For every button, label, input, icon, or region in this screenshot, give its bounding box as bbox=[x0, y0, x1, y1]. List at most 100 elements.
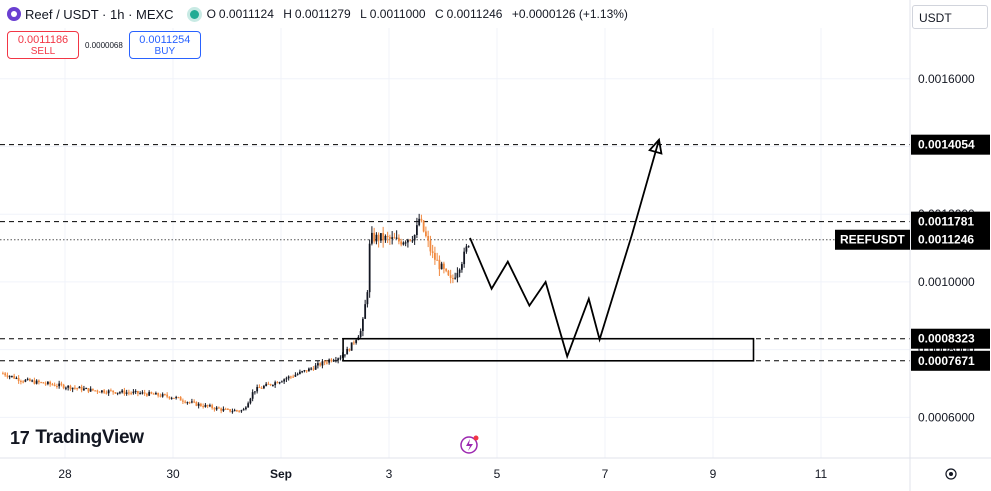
symbol-title[interactable]: Reef / USDT · 1h · MEXC bbox=[25, 6, 174, 22]
candle-body bbox=[94, 390, 97, 392]
candle-body bbox=[184, 401, 187, 403]
candle-body bbox=[89, 388, 92, 392]
candle-body bbox=[47, 381, 49, 384]
candle-body bbox=[344, 354, 346, 356]
candle-body bbox=[116, 392, 119, 394]
candle-body bbox=[404, 242, 407, 244]
candle-body bbox=[76, 387, 79, 389]
candle-body bbox=[195, 401, 198, 406]
candle-body bbox=[436, 259, 439, 261]
price-tag-label: 0.0011246 bbox=[918, 233, 974, 247]
candle-body bbox=[375, 234, 378, 242]
tradingview-logo[interactable]: 17 TradingView bbox=[10, 427, 144, 449]
candle-body bbox=[51, 384, 54, 386]
candle-body bbox=[98, 391, 101, 393]
candle-body bbox=[355, 340, 358, 343]
candle-body bbox=[125, 392, 128, 394]
projection-path[interactable] bbox=[469, 139, 660, 360]
candle-body bbox=[103, 390, 106, 393]
candle-body bbox=[359, 331, 362, 337]
time-axis[interactable]: 28 30 Sep 3 5 7 9 11 bbox=[58, 467, 827, 481]
candle-body bbox=[238, 410, 241, 412]
candle-body bbox=[348, 348, 351, 351]
candle-body bbox=[350, 342, 353, 351]
candle-body bbox=[299, 371, 301, 374]
high-value: 0.0011279 bbox=[294, 7, 351, 21]
candle-body bbox=[236, 410, 238, 412]
candle-body bbox=[4, 373, 7, 376]
buy-price: 0.0011254 bbox=[139, 34, 191, 46]
candle-body bbox=[224, 408, 227, 410]
candle-body bbox=[245, 407, 247, 410]
open-value: 0.0011124 bbox=[218, 7, 274, 21]
candle-body bbox=[213, 408, 216, 410]
candle-body bbox=[157, 393, 160, 396]
candle-body bbox=[447, 270, 450, 276]
candle-body bbox=[186, 402, 189, 404]
candle-body bbox=[301, 371, 304, 373]
lightning-icon[interactable] bbox=[460, 435, 479, 454]
candle-body bbox=[429, 240, 432, 252]
candle-body bbox=[148, 392, 151, 396]
candle-body bbox=[290, 376, 292, 378]
candle-body bbox=[461, 264, 463, 270]
candles bbox=[2, 213, 470, 414]
candle-body bbox=[6, 375, 9, 377]
price-tag-bg bbox=[911, 211, 990, 232]
candle-body bbox=[287, 376, 290, 379]
candle-body bbox=[391, 237, 394, 239]
candle-body bbox=[62, 384, 65, 389]
candle-body bbox=[368, 243, 371, 293]
demand-zone[interactable] bbox=[342, 337, 755, 362]
candle-body bbox=[197, 403, 200, 406]
x-tick-label: 30 bbox=[166, 467, 180, 481]
candle-body bbox=[353, 342, 355, 344]
candle-body bbox=[17, 377, 20, 381]
price-levels bbox=[0, 144, 910, 362]
candle-body bbox=[33, 380, 36, 384]
candle-body bbox=[26, 378, 29, 380]
candle-body bbox=[308, 368, 310, 372]
low-value: 0.0011000 bbox=[369, 7, 426, 21]
candle-body bbox=[411, 240, 414, 242]
candle-body bbox=[29, 378, 31, 382]
candle-body bbox=[310, 368, 313, 370]
candle-body bbox=[283, 379, 286, 382]
candle-body bbox=[170, 397, 173, 399]
candle-body bbox=[114, 392, 117, 394]
candle-body bbox=[49, 381, 52, 385]
candle-body bbox=[416, 225, 418, 235]
market-status-icon[interactable] bbox=[189, 9, 199, 19]
candle-body bbox=[458, 269, 461, 273]
candle-body bbox=[200, 403, 202, 407]
settings-icon[interactable] bbox=[945, 468, 957, 480]
x-tick-label: Sep bbox=[270, 467, 292, 481]
candle-body bbox=[240, 410, 243, 412]
candle-body bbox=[445, 268, 448, 271]
candle-body bbox=[242, 409, 245, 411]
change-value: +0.0000126 (+1.13%) bbox=[511, 7, 628, 21]
price-tag-label: 0.0007671 bbox=[918, 354, 975, 368]
candle-body bbox=[346, 348, 349, 355]
candle-body bbox=[400, 241, 403, 245]
candle-body bbox=[431, 251, 434, 253]
candle-body bbox=[188, 402, 191, 404]
candle-body bbox=[38, 380, 40, 383]
sell-button[interactable]: 0.0011186 SELL bbox=[7, 31, 79, 59]
candle-body bbox=[292, 376, 295, 378]
price-tag-bg bbox=[911, 134, 990, 155]
candle-body bbox=[384, 235, 387, 241]
candle-body bbox=[152, 393, 155, 395]
candle-body bbox=[265, 383, 268, 387]
candle-body bbox=[467, 246, 470, 248]
candle-body bbox=[112, 390, 115, 393]
buy-button[interactable]: 0.0011254 BUY bbox=[128, 31, 201, 59]
candle-body bbox=[191, 401, 193, 403]
candle-body bbox=[362, 318, 364, 332]
candle-body bbox=[137, 391, 139, 394]
candle-body bbox=[202, 406, 205, 408]
candle-body bbox=[35, 380, 38, 384]
candle-body bbox=[193, 401, 196, 403]
currency-selector[interactable]: USDT bbox=[912, 5, 988, 29]
